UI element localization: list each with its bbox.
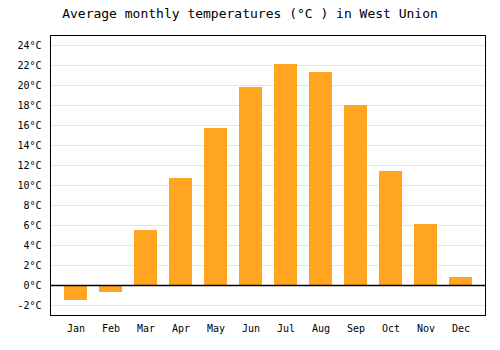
svg-text:Mar: Mar [137,323,155,334]
svg-text:10°C: 10°C [17,180,41,191]
svg-text:8°C: 8°C [23,200,41,211]
svg-text:20°C: 20°C [17,80,41,91]
svg-text:22°C: 22°C [17,60,41,71]
svg-text:-2°C: -2°C [17,300,41,311]
svg-text:May: May [207,323,225,334]
svg-text:12°C: 12°C [17,160,41,171]
svg-text:Nov: Nov [417,323,435,334]
svg-text:Oct: Oct [382,323,400,334]
svg-text:6°C: 6°C [23,220,41,231]
svg-text:18°C: 18°C [17,100,41,111]
svg-text:4°C: 4°C [23,240,41,251]
svg-text:Sep: Sep [347,323,365,334]
svg-text:Apr: Apr [172,323,190,334]
svg-text:16°C: 16°C [17,120,41,131]
svg-text:Jan: Jan [67,323,85,334]
svg-text:Dec: Dec [452,323,470,334]
svg-text:24°C: 24°C [17,40,41,51]
svg-text:0°C: 0°C [23,280,41,291]
svg-text:Jun: Jun [242,323,260,334]
svg-text:14°C: 14°C [17,140,41,151]
svg-text:Jul: Jul [277,323,295,334]
svg-text:Feb: Feb [102,323,120,334]
svg-text:Aug: Aug [312,323,330,334]
html-text:Average monthly temperatures (: Average monthly temperatures (°C ) in We… [62,6,438,21]
svg-text:2°C: 2°C [23,260,41,271]
